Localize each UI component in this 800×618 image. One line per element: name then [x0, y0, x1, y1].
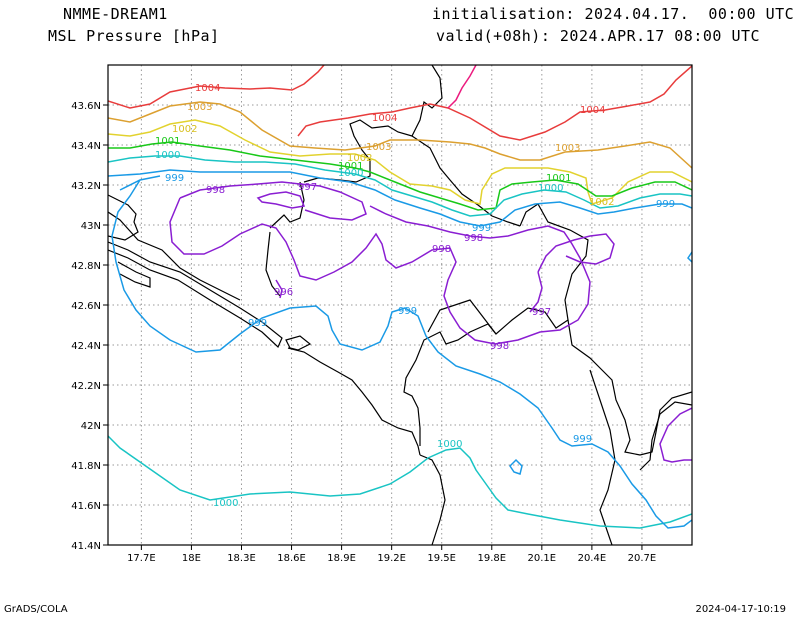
- lon-tick-label: 17.7E: [127, 553, 156, 564]
- lat-tick-label: 43.2N: [71, 181, 101, 192]
- lat-tick-label: 42.4N: [71, 341, 101, 352]
- grid-lines: [108, 65, 692, 545]
- contour-label: 999: [248, 318, 267, 329]
- contour-label: 998: [490, 341, 509, 352]
- contour-label: 998: [206, 185, 225, 196]
- lat-tick-label: 41.6N: [71, 501, 101, 512]
- contour-label: 1000: [338, 168, 363, 179]
- lon-tick-label: 20.4E: [578, 553, 607, 564]
- coastline-spit: [108, 241, 283, 349]
- contour-label: 1002: [172, 124, 197, 135]
- valid-time: valid(+08h): 2024.APR.17 08:00 UTC: [436, 27, 761, 45]
- footer-credit: GrADS/COLA: [4, 604, 68, 615]
- contour-998-ring: [169, 181, 591, 345]
- border-se: [589, 369, 616, 545]
- coastline: [108, 65, 692, 545]
- contour-1004-ne: [447, 65, 477, 109]
- contour-labels: 1004 1004 1004 1003 1003 1003 1002 1002 …: [155, 83, 675, 509]
- contour-label: 996: [274, 287, 293, 298]
- contour-1004-west: [108, 65, 325, 109]
- border-montenegro: [269, 181, 305, 229]
- border-kosovo: [403, 203, 589, 446]
- contour-1003: [108, 101, 692, 169]
- lat-tick-label: 42.8N: [71, 261, 101, 272]
- lat-tick-label: 43.6N: [71, 101, 101, 112]
- lat-tick-label: 41.8N: [71, 461, 101, 472]
- init-time: initialisation: 2024.04.17. 00:00 UTC: [432, 5, 795, 23]
- contour-label: 1003: [555, 143, 580, 154]
- contour-label: 1000: [437, 439, 462, 450]
- contour-label: 1002: [589, 197, 614, 208]
- contour-label: 997: [298, 182, 317, 193]
- contour-997-loop: [256, 191, 306, 209]
- contour-label: 1001: [338, 161, 363, 172]
- lon-tick-label: 20.7E: [628, 553, 657, 564]
- contour-label: 1001: [546, 173, 571, 184]
- border-greece: [639, 401, 692, 471]
- contour-1004-east: [297, 65, 692, 141]
- lat-tick-label: 42.6N: [71, 301, 101, 312]
- border-inner: [265, 231, 281, 297]
- contour-label: 1004: [580, 105, 605, 116]
- contour-label: 999: [573, 434, 592, 445]
- contour-label: 1004: [372, 113, 397, 124]
- coastline-island: [285, 335, 312, 351]
- coast-lake: [427, 299, 497, 335]
- border-south: [419, 454, 446, 545]
- lat-tick-label: 42.2N: [71, 381, 101, 392]
- coastline-peninsula: [117, 261, 151, 288]
- lat-tick-label: 41.4N: [71, 541, 101, 552]
- border-west: [108, 211, 241, 301]
- contour-label: 1000: [155, 150, 180, 161]
- lon-tick-label: 18.6E: [277, 553, 306, 564]
- contour-label: 999: [165, 173, 184, 184]
- contour-1002: [108, 119, 692, 205]
- contour-label: 1000: [538, 183, 563, 194]
- lon-tick-label: 18.9E: [327, 553, 356, 564]
- contour-label: 997: [532, 307, 551, 318]
- contour-label: 999: [656, 199, 675, 210]
- contour-label: 998: [464, 233, 483, 244]
- contour-1001: [108, 141, 692, 211]
- lat-tick-label: 43.4N: [71, 141, 101, 152]
- contour-998-small: [659, 407, 692, 463]
- lat-tick-label: 43N: [81, 221, 101, 232]
- lon-tick-label: 18E: [182, 553, 201, 564]
- lon-tick-label: 19.8E: [477, 553, 506, 564]
- coastline-main: [108, 194, 139, 241]
- coastline-south: [287, 347, 421, 456]
- contour-997: [529, 233, 615, 313]
- contour-label: 1002: [347, 153, 372, 164]
- border-north: [303, 65, 443, 183]
- contour-999-edge: [687, 251, 692, 263]
- contour-label: 999: [398, 306, 417, 317]
- contour-label: 999: [472, 223, 491, 234]
- contour-label: 1001: [155, 136, 180, 147]
- contour-label: 1003: [366, 142, 391, 153]
- contour-label: 998: [432, 244, 451, 255]
- lon-tick-label: 18.3E: [227, 553, 256, 564]
- lon-tick-label: 19.5E: [427, 553, 456, 564]
- lat-tick-label: 42N: [81, 421, 101, 432]
- contour-1000-south: [108, 435, 692, 529]
- contour-1000-north: [108, 155, 692, 217]
- axis-ticks: 17.7E 18E 18.3E 18.6E 18.9E 19.2E 19.5E 19.8E 20…: [71, 101, 656, 564]
- contour-label: 1000: [213, 498, 238, 509]
- contour-label: 1003: [187, 102, 212, 113]
- border-east: [411, 135, 521, 227]
- lon-tick-label: 20.1E: [528, 553, 557, 564]
- contour-996: [275, 279, 283, 299]
- contour-label: 1004: [195, 83, 220, 94]
- footer-timestamp: 2024-04-17-10:19: [695, 604, 786, 615]
- contour-999-small: [509, 458, 523, 475]
- contour-999-ring: [111, 175, 692, 529]
- variable-title: MSL Pressure [hPa]: [48, 27, 220, 45]
- lon-tick-label: 19.2E: [377, 553, 406, 564]
- model-title: NMME-DREAM1: [63, 5, 168, 23]
- contour-999-upper: [108, 169, 692, 227]
